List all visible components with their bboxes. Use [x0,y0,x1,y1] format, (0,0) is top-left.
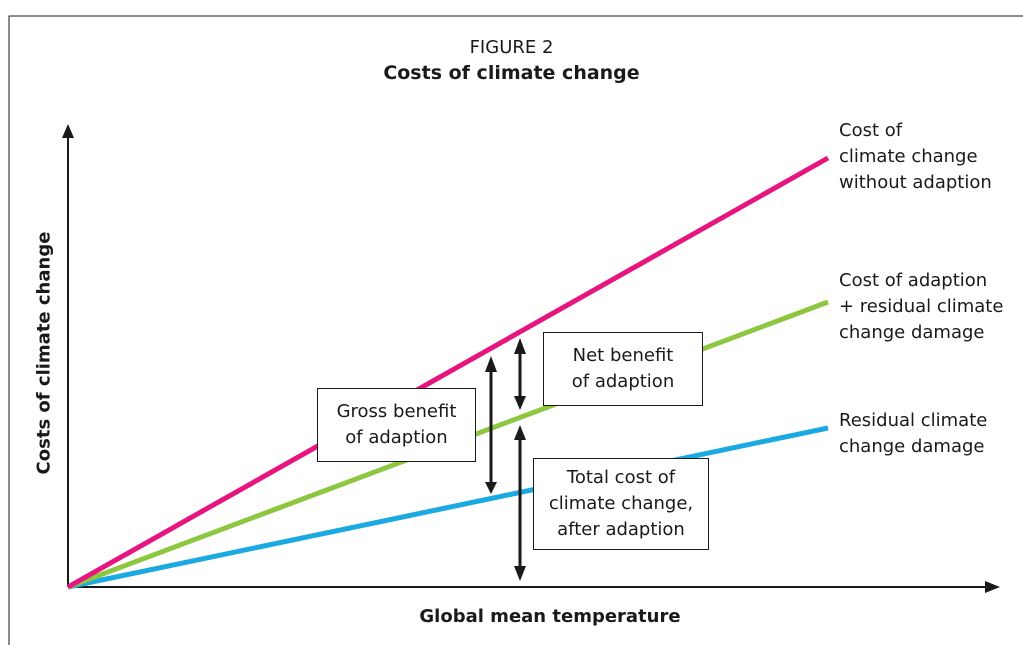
net-benefit-arrow-top-head [514,338,526,354]
gross-benefit-arrow-top-head [485,356,497,372]
net-benefit-callout: Net benefit of adaption [543,332,703,406]
total-cost-callout: Total cost of climate change, after adap… [533,458,709,550]
figure-title: Costs of climate change [383,62,640,84]
x-axis-label: Global mean temperature [419,606,681,627]
figure-frame [8,15,1023,645]
y-axis-arrowhead [62,124,74,138]
total-cost-arrow-bottom-head [514,566,526,581]
figure-number: FIGURE 2 [469,37,554,58]
gross-benefit-callout: Gross benefit of adaption [317,388,476,462]
residual-damage-line [67,425,829,590]
adaption-plus-residual-label: Cost of adaption + residual climate chan… [839,270,1004,343]
cost-without-adaption-line [66,155,830,590]
x-axis-arrowhead [985,581,1000,593]
cost-without-adaption-label: Cost of climate change without adaption [839,120,992,193]
y-axis-label: Costs of climate change [33,231,55,475]
total-cost-arrow-top-head [514,425,526,440]
gross-benefit-arrow-bottom-head [485,482,497,494]
net-benefit-arrow-bottom-head [514,396,526,410]
residual-damage-label: Residual climate change damage [839,410,988,457]
